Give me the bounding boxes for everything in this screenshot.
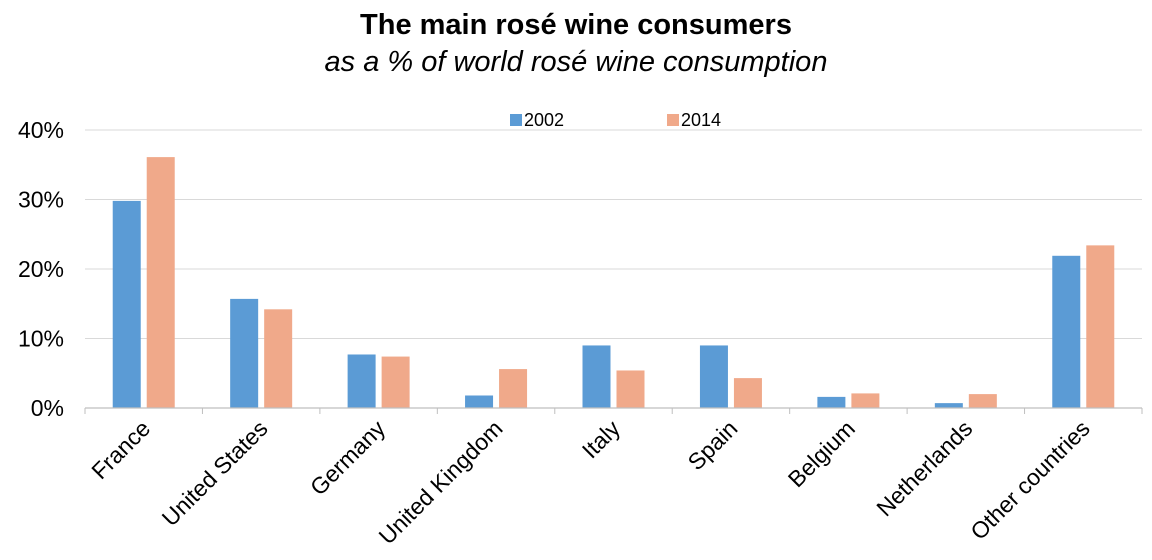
bar-2002-spain (699, 345, 728, 408)
y-tick-label: 30% (18, 187, 64, 213)
bar-2002-other-countries (1052, 255, 1081, 408)
x-tick-label: Other countries (965, 415, 1095, 545)
x-tick-label: United States (157, 415, 273, 531)
x-tick-label: United Kingdom (373, 415, 507, 549)
y-axis-ticks: 0% 10% 20% 30% 40% (18, 117, 64, 421)
bar-2002-united-kingdom (465, 395, 494, 408)
bar-2014-spain (733, 378, 762, 408)
legend-swatch-2014 (667, 114, 679, 126)
chart-subtitle: as a % of world rosé wine consumption (324, 46, 828, 78)
x-tick-label: Spain (682, 415, 742, 475)
bar-2014-other-countries (1086, 245, 1115, 408)
bar-2014-netherlands (968, 394, 997, 408)
bar-2002-germany (347, 354, 376, 408)
bar-2002-united-states (230, 298, 259, 408)
legend-swatch-2002 (510, 114, 522, 126)
bar-2014-united-kingdom (499, 369, 528, 408)
x-tick-label: Germany (305, 415, 391, 501)
x-tick-label: Italy (577, 415, 626, 464)
legend-label-2014: 2014 (681, 110, 721, 130)
y-tick-label: 0% (31, 395, 64, 421)
chart-title: The main rosé wine consumers (360, 9, 792, 41)
legend-label-2002: 2002 (524, 110, 564, 130)
bar-2014-belgium (851, 393, 880, 408)
x-tick-label: France (86, 415, 155, 484)
bar-2002-belgium (817, 396, 846, 408)
bar-2002-italy (582, 345, 611, 408)
bar-2014-germany (381, 356, 410, 408)
bars (112, 157, 1115, 408)
x-axis (84, 407, 1143, 414)
bar-2002-netherlands (934, 403, 963, 408)
bar-2014-united-states (264, 309, 293, 408)
y-tick-label: 20% (18, 256, 64, 282)
x-tick-label: Belgium (783, 415, 860, 492)
bar-2014-italy (616, 370, 645, 408)
legend: 2002 2014 (510, 110, 721, 130)
bar-2002-france (112, 200, 141, 408)
gridlines (85, 129, 1142, 339)
x-tick-label: Netherlands (871, 415, 977, 521)
y-tick-label: 40% (18, 117, 64, 143)
y-tick-label: 10% (18, 326, 64, 352)
bar-2014-france (146, 157, 175, 408)
